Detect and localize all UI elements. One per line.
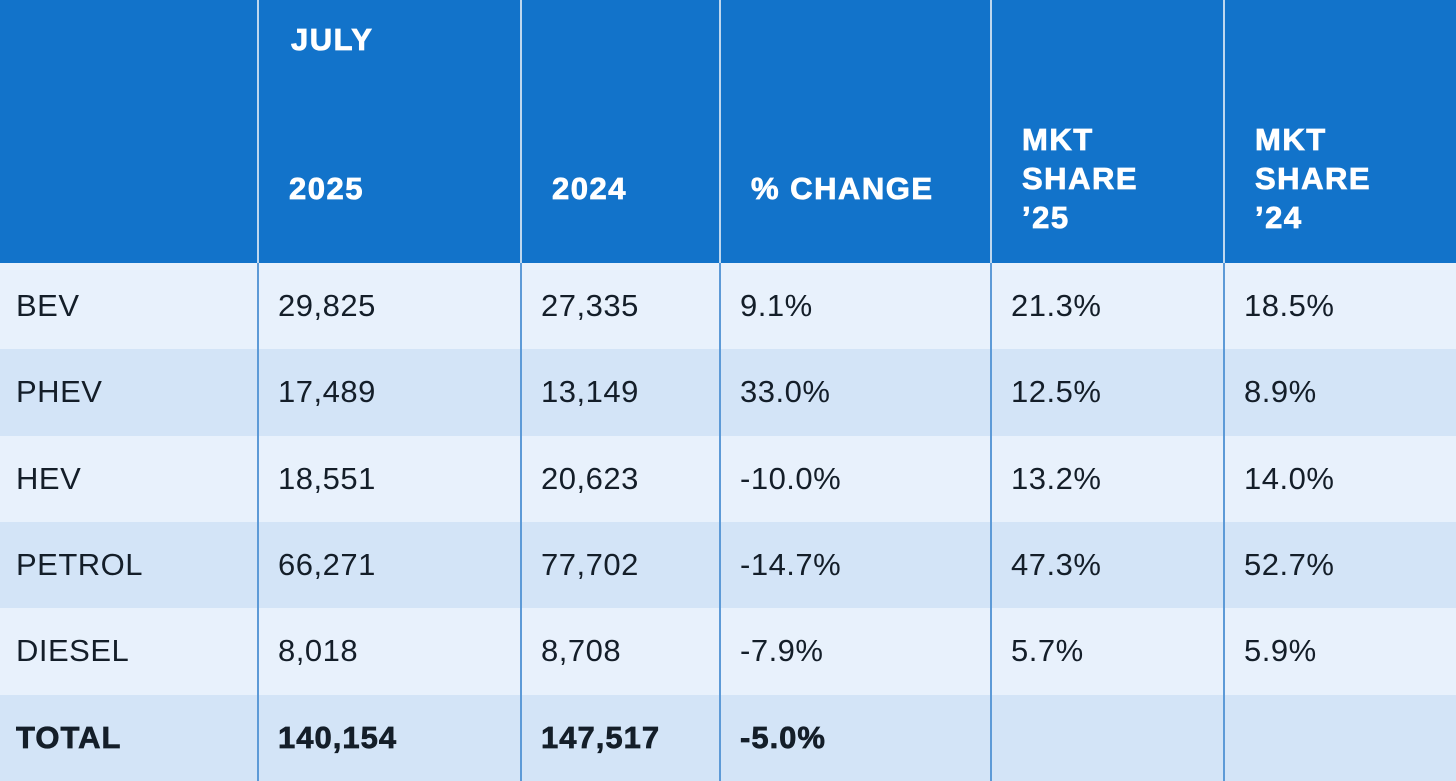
column-header-share24: MKT SHARE ’24	[1255, 122, 1372, 236]
cell-change: -14.7%	[719, 522, 990, 609]
row-label: TOTAL	[16, 719, 122, 755]
header-cell-change: % CHANGE	[719, 0, 990, 263]
cell-share25	[990, 694, 1223, 781]
cell-2024: 77,702	[520, 522, 719, 609]
cell-2024: 8,708	[520, 608, 719, 695]
table-row-bev: BEV 29,825 27,335 9.1% 21.3% 18.5%	[0, 263, 1456, 350]
cell-share25: 47.3%	[990, 522, 1223, 609]
cell-change: 9.1%	[719, 263, 990, 350]
table-row-petrol: PETROL 66,271 77,702 -14.7% 47.3% 52.7%	[0, 522, 1456, 609]
column-header-share25: MKT SHARE ’25	[1022, 122, 1139, 236]
column-header-2024: 2024	[552, 171, 627, 207]
cell-share25: 5.7%	[990, 608, 1223, 695]
cell-2025: 18,551	[257, 435, 520, 522]
cell-share24: 5.9%	[1223, 608, 1456, 695]
cell-share24	[1223, 694, 1456, 781]
table-header-row: JULY 2025 2024 % CHANGE MKT SHARE ’25 MK…	[0, 0, 1456, 263]
row-label: HEV	[16, 460, 82, 496]
header-cell-empty	[0, 0, 257, 263]
column-header-change: % CHANGE	[751, 171, 934, 207]
cell-2024: 147,517	[520, 694, 719, 781]
header-cell-share24: MKT SHARE ’24	[1223, 0, 1456, 263]
cell-2025: 8,018	[257, 608, 520, 695]
period-label: JULY	[291, 22, 374, 58]
table-row-phev: PHEV 17,489 13,149 33.0% 12.5% 8.9%	[0, 349, 1456, 436]
table-row-hev: HEV 18,551 20,623 -10.0% 13.2% 14.0%	[0, 435, 1456, 522]
table-row-diesel: DIESEL 8,018 8,708 -7.9% 5.7% 5.9%	[0, 608, 1456, 695]
row-label: PETROL	[16, 547, 144, 583]
header-cell-share25: MKT SHARE ’25	[990, 0, 1223, 263]
cell-share25: 13.2%	[990, 435, 1223, 522]
cell-share24: 52.7%	[1223, 522, 1456, 609]
header-cell-2024: 2024	[520, 0, 719, 263]
row-label: DIESEL	[16, 633, 130, 669]
row-label: BEV	[16, 288, 80, 324]
column-header-2025: 2025	[289, 171, 364, 207]
header-cell-2025: JULY 2025	[257, 0, 520, 263]
cell-share24: 14.0%	[1223, 435, 1456, 522]
cell-2025: 140,154	[257, 694, 520, 781]
cell-2024: 27,335	[520, 263, 719, 350]
cell-share25: 12.5%	[990, 349, 1223, 436]
table-row-total: TOTAL 140,154 147,517 -5.0%	[0, 694, 1456, 781]
cell-share24: 8.9%	[1223, 349, 1456, 436]
cell-change: -5.0%	[719, 694, 990, 781]
cell-2024: 13,149	[520, 349, 719, 436]
cell-share25: 21.3%	[990, 263, 1223, 350]
row-label: PHEV	[16, 374, 103, 410]
cell-change: -10.0%	[719, 435, 990, 522]
cell-change: -7.9%	[719, 608, 990, 695]
cell-2025: 66,271	[257, 522, 520, 609]
cell-change: 33.0%	[719, 349, 990, 436]
cell-2025: 17,489	[257, 349, 520, 436]
cell-2025: 29,825	[257, 263, 520, 350]
cell-share24: 18.5%	[1223, 263, 1456, 350]
cell-2024: 20,623	[520, 435, 719, 522]
